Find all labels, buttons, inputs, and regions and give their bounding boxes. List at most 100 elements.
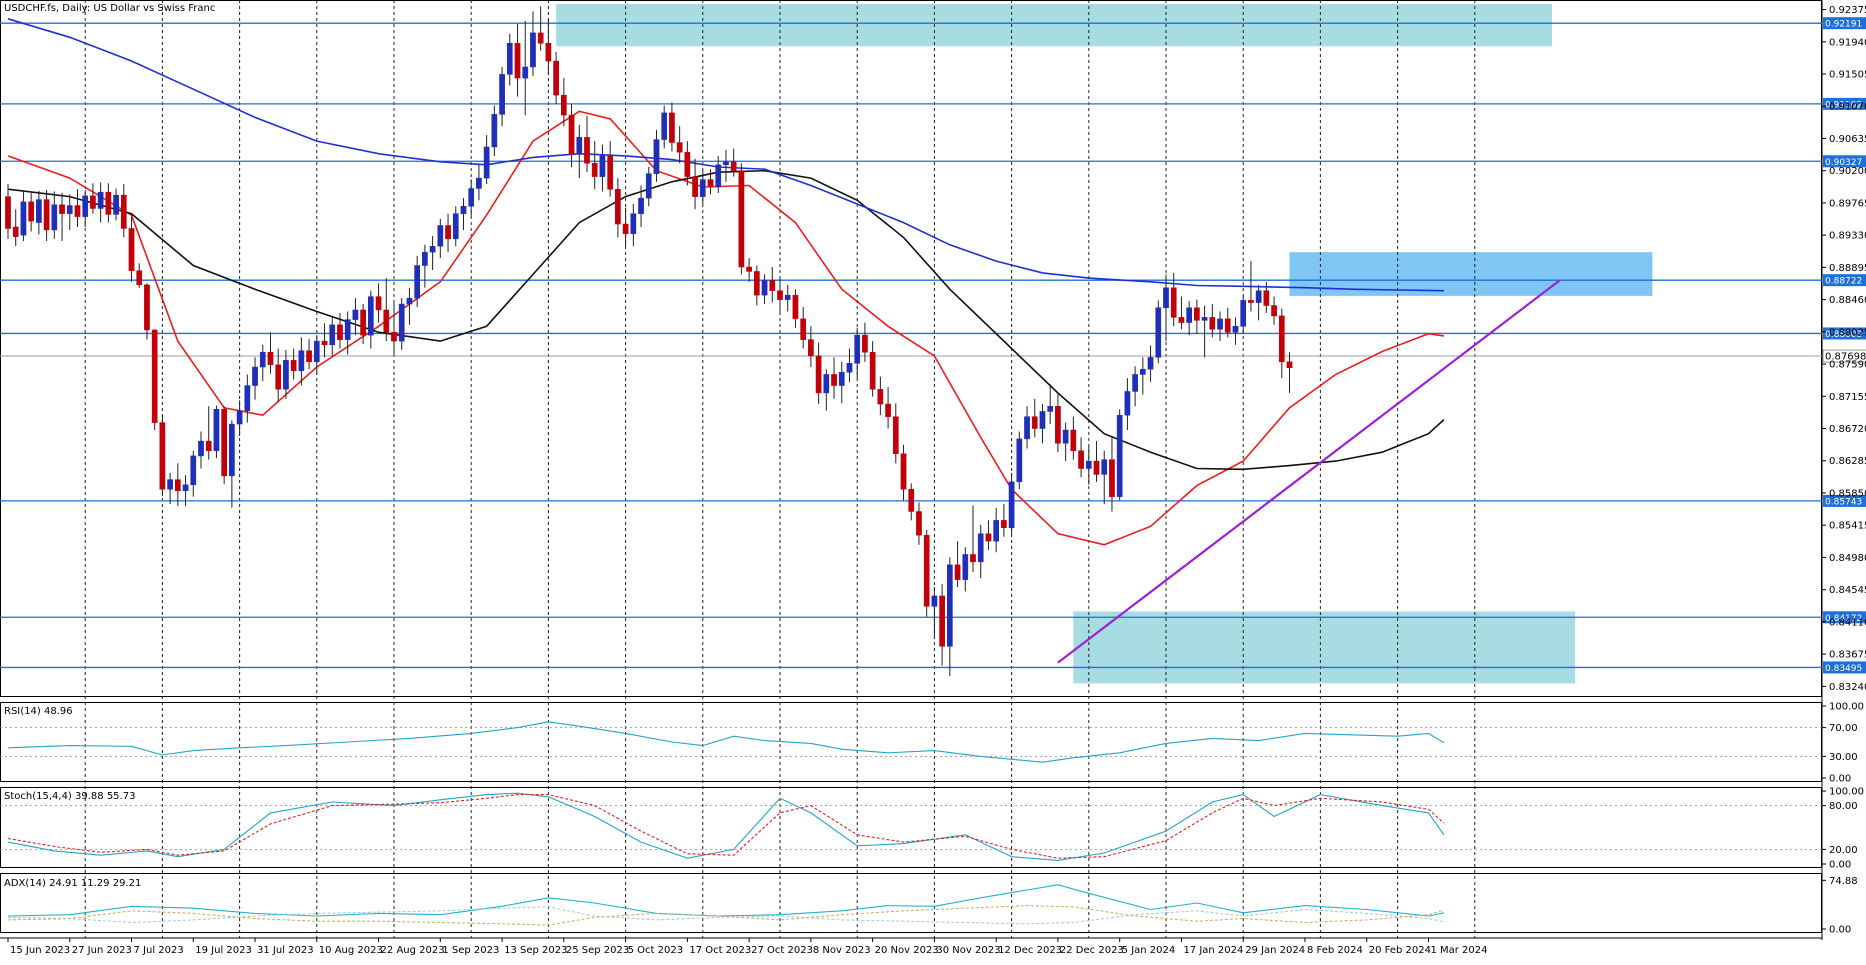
candle-body xyxy=(993,520,1000,542)
candle xyxy=(66,194,73,230)
candle-body xyxy=(1224,318,1231,333)
candle xyxy=(645,166,652,207)
price-tick-label: 0.90635 xyxy=(1829,134,1866,145)
date-tick-label: 10 Aug 2023 xyxy=(319,945,383,956)
candle xyxy=(422,244,428,288)
candle-body xyxy=(190,455,197,486)
date-tick-label: 20 Feb 2024 xyxy=(1369,945,1431,956)
candle-body xyxy=(900,453,907,490)
ma-line-mid xyxy=(7,169,1445,471)
candle xyxy=(622,207,629,247)
date-tick-label: 22 Dec 2023 xyxy=(1060,945,1124,956)
current-price-tag xyxy=(1822,349,1866,363)
candle-body xyxy=(252,366,258,386)
date-tick-label: 17 Jan 2024 xyxy=(1183,945,1243,956)
candle-body xyxy=(468,188,475,207)
candle-body xyxy=(476,177,482,189)
candle xyxy=(1186,301,1193,336)
date-tick-label: 1 Mar 2024 xyxy=(1430,945,1487,956)
candle xyxy=(190,450,197,497)
level-label: 0.90327 xyxy=(1825,158,1862,168)
candle xyxy=(221,406,228,485)
candle-body xyxy=(1078,450,1084,469)
candle-body xyxy=(174,479,181,491)
level-label: 0.85743 xyxy=(1825,497,1862,507)
candle xyxy=(1194,299,1200,334)
adx-line-2 xyxy=(7,905,1445,926)
candle xyxy=(360,304,366,345)
candle-body xyxy=(1070,429,1077,451)
candle-body xyxy=(1031,416,1038,429)
candle-body xyxy=(236,410,243,425)
candle xyxy=(1248,261,1254,312)
candle-body xyxy=(1209,317,1216,330)
candle-body xyxy=(746,266,752,272)
candle xyxy=(329,317,336,356)
stoch-line-0 xyxy=(7,792,1445,861)
candle xyxy=(669,102,675,152)
candle-body xyxy=(298,350,305,371)
candle xyxy=(120,184,127,238)
candle-body xyxy=(5,196,11,229)
candle xyxy=(113,188,119,221)
candle xyxy=(1024,406,1030,449)
candle xyxy=(283,349,289,399)
candle xyxy=(1224,307,1231,338)
candle-body xyxy=(553,60,559,96)
candle xyxy=(151,329,158,430)
candle-body xyxy=(321,340,328,346)
candle xyxy=(499,66,505,127)
candle-body xyxy=(97,191,104,209)
candle xyxy=(306,338,312,370)
candle xyxy=(1093,441,1100,482)
date-tick-label: 25 Sep 2023 xyxy=(566,945,629,956)
price-tick-label: 0.86285 xyxy=(1829,456,1866,467)
candle-body xyxy=(923,534,930,607)
candle xyxy=(692,158,698,210)
candle xyxy=(777,278,783,315)
trendline xyxy=(1057,279,1561,664)
candle-body xyxy=(699,179,706,197)
candle-body xyxy=(815,355,822,394)
candle xyxy=(1278,308,1285,379)
candle-body xyxy=(846,363,853,373)
candle xyxy=(298,337,305,386)
candle-body xyxy=(306,350,312,363)
candle xyxy=(1255,284,1262,321)
candle xyxy=(12,209,19,247)
candle-body xyxy=(445,225,451,240)
candle xyxy=(28,192,35,232)
date-tick-label: 31 Jul 2023 xyxy=(257,945,314,956)
candle xyxy=(599,144,606,192)
candle-body xyxy=(136,270,143,286)
date-axis: 15 Jun 2023 27 Jun 2023 7 Jul 2023 19 Jul 2… xyxy=(7,938,1488,956)
candle xyxy=(530,11,536,76)
price-tick-label: 0.88025 xyxy=(1829,327,1866,338)
indicator-tick-label: 0.00 xyxy=(1829,925,1851,936)
candle xyxy=(1201,305,1208,358)
current-price-label: 0.87698 xyxy=(1825,352,1866,363)
candle-body xyxy=(954,564,961,580)
date-tick-label: 15 Jun 2023 xyxy=(10,945,70,956)
candle-body xyxy=(777,290,783,300)
candle-body xyxy=(1163,287,1169,309)
candle-body xyxy=(514,43,521,79)
price-tick-label: 0.83675 xyxy=(1829,650,1866,661)
candle xyxy=(82,189,89,227)
price-tick-label: 0.92375 xyxy=(1829,5,1866,16)
candle xyxy=(939,584,945,666)
ma-line-fast xyxy=(7,110,1445,546)
candle-body xyxy=(74,205,81,217)
candle-body xyxy=(275,364,282,390)
candle-body xyxy=(1201,317,1208,321)
candle xyxy=(707,169,714,195)
indicator-tick-label: 80.00 xyxy=(1829,801,1858,812)
candle-body xyxy=(113,194,119,215)
candle xyxy=(406,287,413,325)
candle xyxy=(144,283,150,340)
candle-body xyxy=(344,319,351,340)
indicator-tick-label: 70.00 xyxy=(1829,723,1858,734)
